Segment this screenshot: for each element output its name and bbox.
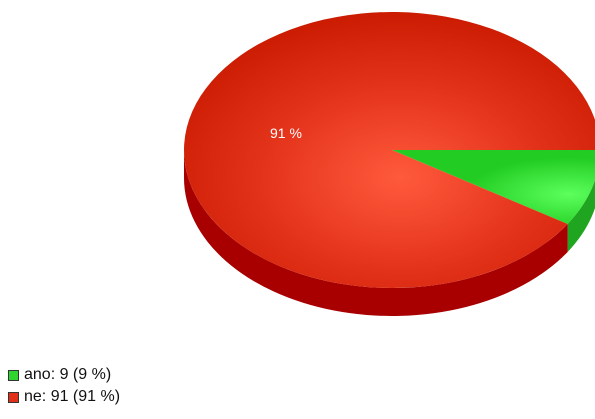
legend: ano: 9 (9 %) ne: 91 (91 %) <box>8 364 120 408</box>
legend-swatch-ne <box>8 391 19 403</box>
legend-item-ano: ano: 9 (9 %) <box>8 364 120 386</box>
legend-label-ne: ne: 91 (91 %) <box>24 388 121 405</box>
legend-label-ano: ano: 9 (9 %) <box>24 366 112 383</box>
legend-swatch-ano <box>8 369 19 381</box>
pie-chart: 91 % <box>184 12 595 317</box>
slice-side-ano <box>567 179 595 252</box>
slice-side-ne <box>184 150 568 317</box>
data-label-ne: 91 % <box>270 125 302 141</box>
slice-ne <box>184 12 595 288</box>
legend-item-ne: ne: 91 (91 %) <box>8 386 120 408</box>
slice-ano <box>392 150 595 224</box>
